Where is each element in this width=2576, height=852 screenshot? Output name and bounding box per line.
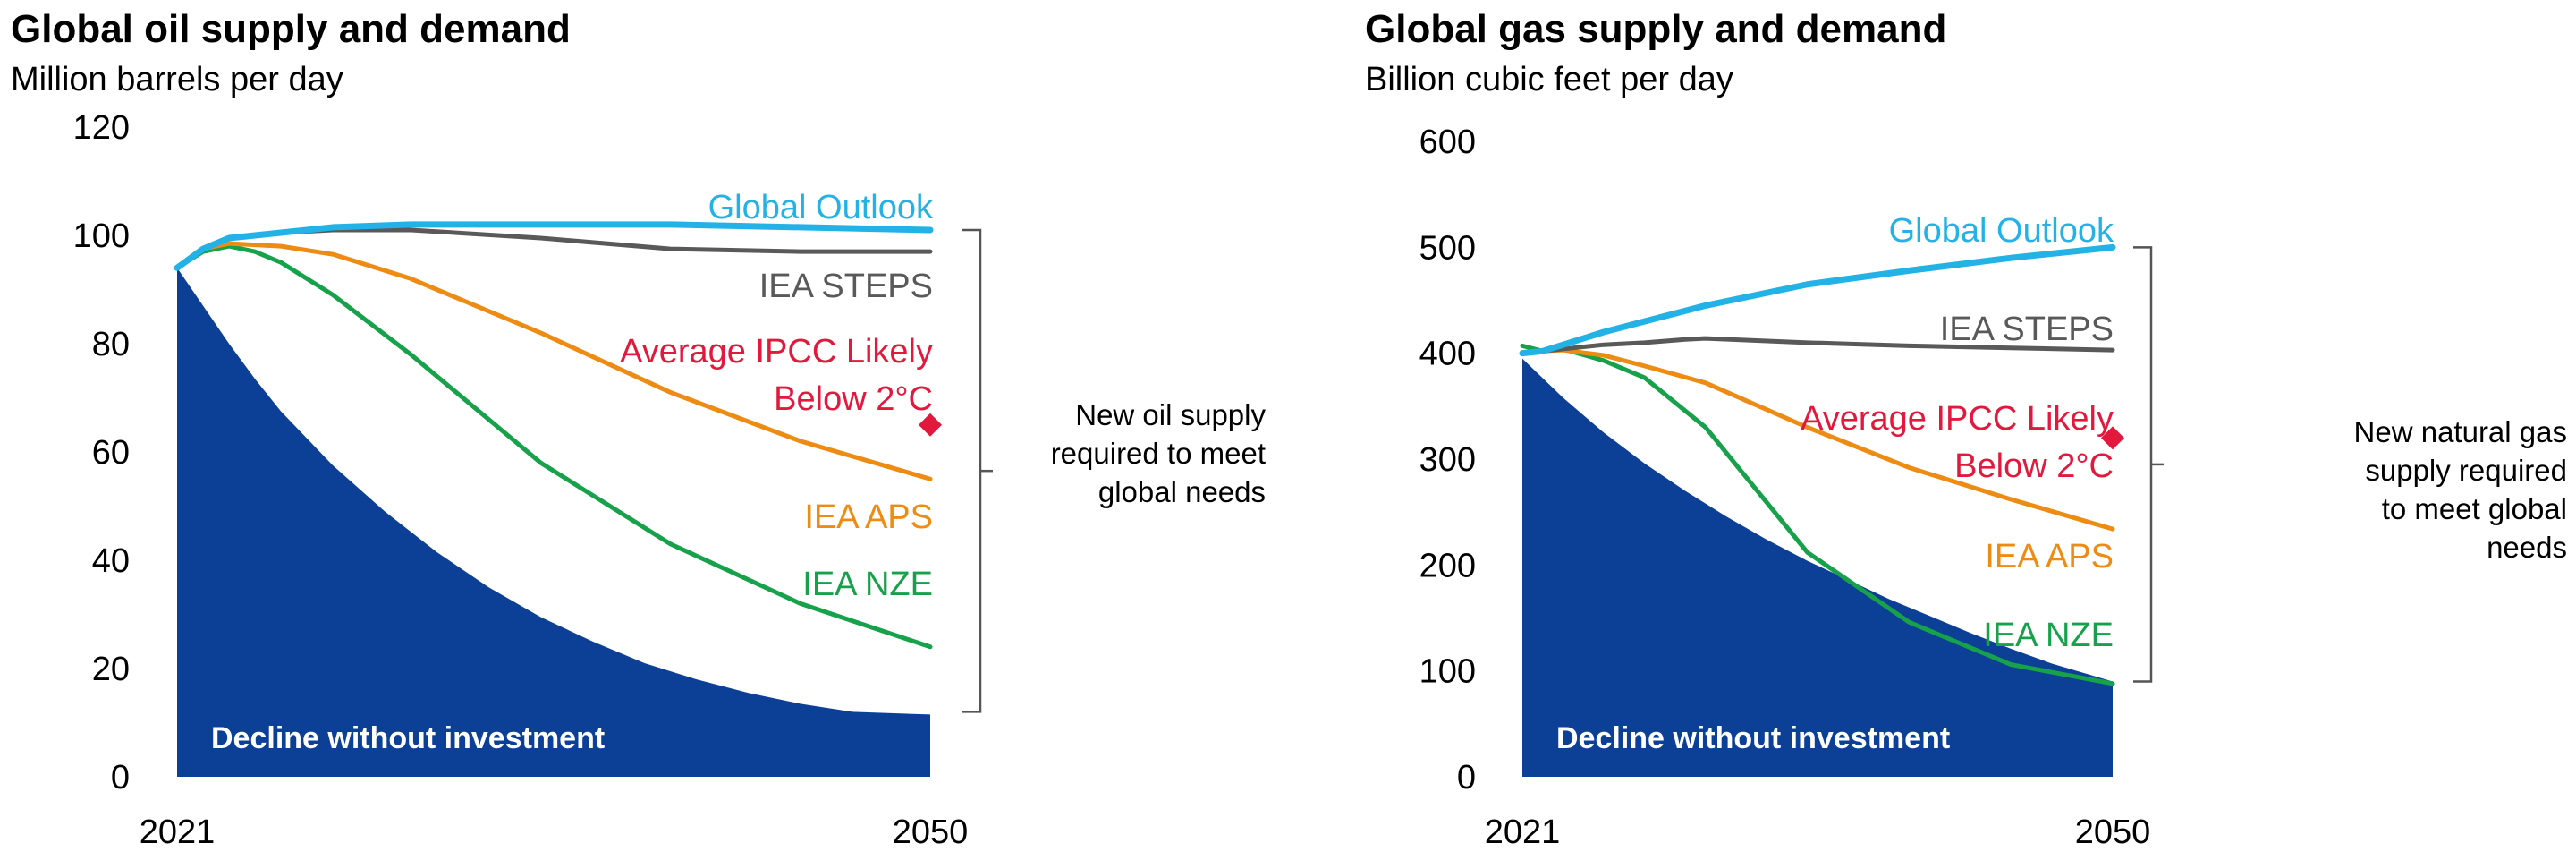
gas-chart-panel: Global gas supply and demand Billion cub… [1288, 0, 2576, 852]
oil-y-tick-label: 40 [92, 542, 130, 580]
gas-y-tick-label: 600 [1419, 124, 1476, 161]
gas-y-tick-label: 200 [1419, 547, 1476, 584]
gas-series-label-iea-nze: IEA NZE [1983, 617, 2114, 654]
oil-series-line-global-outlook [174, 221, 934, 271]
gas-x-tick-label-2021: 2021 [1485, 814, 1561, 851]
oil-series-label-global-outlook: Global Outlook [708, 189, 934, 226]
gas-series-label-global-outlook: Global Outlook [1889, 212, 2114, 250]
oil-y-tick-label: 20 [92, 651, 130, 688]
gas-ipcc-marker [2101, 426, 2124, 450]
oil-supply-gap-bracket [962, 228, 982, 713]
gas-y-tick-label: 0 [1457, 759, 1476, 797]
oil-y-tick-label: 80 [92, 326, 130, 363]
oil-chart-unit-label: Million barrels per day [11, 61, 343, 98]
gas-x-tick-label-2050: 2050 [2075, 814, 2151, 851]
oil-y-tick-label: 100 [73, 217, 130, 255]
oil-chart-plot: 0 20 40 60 80 100 120 2021 2050 Decline without i… [73, 109, 1267, 851]
oil-y-tick-label: 0 [111, 759, 130, 797]
gas-ipcc-label-line: Average IPCC Likely [1801, 400, 2114, 438]
gas-chart-plot: 0 100 200 300 400 500 600 2021 2050 Decline witho… [1419, 124, 2567, 851]
gas-bracket-label-line: New natural gas [2354, 415, 2567, 448]
gas-ipcc-label-line: Below 2°C [1954, 447, 2114, 485]
gas-bracket-label-line: supply required [2365, 454, 2567, 487]
gas-y-tick-label: 300 [1419, 441, 1476, 479]
gas-decline-area [1522, 358, 2113, 777]
gas-chart-title: Global gas supply and demand [1365, 7, 1947, 51]
oil-y-tick-label: 120 [73, 109, 130, 147]
gas-series-label-iea-steps: IEA STEPS [1940, 311, 2114, 348]
oil-series-label-iea-steps: IEA STEPS [759, 268, 933, 305]
oil-series-label-iea-aps: IEA APS [804, 498, 933, 536]
oil-bracket-label-line: required to meet [1051, 437, 1266, 470]
oil-bracket-label-line: New oil supply [1075, 398, 1266, 431]
oil-ipcc-label-line: Average IPCC Likely [620, 333, 933, 371]
oil-series-line-iea-nze [174, 243, 933, 650]
oil-decline-area-label: Decline without investment [211, 721, 605, 755]
oil-x-tick-label-2050: 2050 [893, 814, 969, 851]
gas-series-line-global-outlook [1519, 243, 2116, 357]
gas-y-tick-label: 100 [1419, 653, 1476, 691]
oil-x-tick-label-2021: 2021 [140, 814, 216, 851]
gas-chart-unit-label: Billion cubic feet per day [1365, 61, 1733, 98]
oil-decline-area [177, 268, 930, 777]
oil-chart-title: Global oil supply and demand [11, 7, 571, 51]
oil-y-tick-label: 60 [92, 434, 130, 472]
oil-series-label-iea-nze: IEA NZE [802, 566, 933, 603]
gas-bracket-label-line: to meet global [2382, 492, 2567, 525]
gas-supply-gap-bracket [2133, 246, 2153, 683]
oil-chart-panel: Global oil supply and demand Million bar… [11, 7, 1267, 851]
gas-y-tick-label: 500 [1419, 229, 1476, 267]
oil-ipcc-marker [919, 413, 942, 437]
gas-series-label-iea-aps: IEA APS [1985, 538, 2114, 575]
gas-decline-area-label: Decline without investment [1556, 721, 1950, 755]
gas-bracket-label-line: needs [2487, 531, 2567, 564]
oil-ipcc-label-line: Below 2°C [774, 380, 933, 418]
gas-y-tick-label: 400 [1419, 336, 1476, 373]
oil-bracket-label-line: global needs [1098, 475, 1266, 508]
